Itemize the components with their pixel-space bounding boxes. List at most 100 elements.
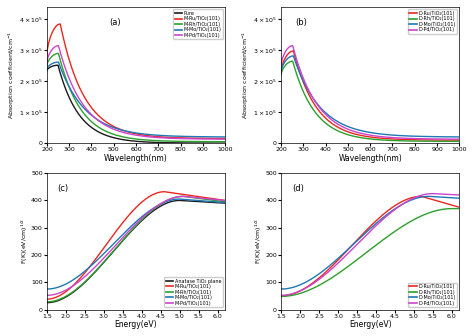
D-Ru/TiO₂(101) (387, 137, 392, 141)
Legend: Pure, M-Ru/TiO₂(101), M-Rh/TiO₂(101), M-Mo/TiO₂(101), M-Pd/TiO₂(101): Pure, M-Ru/TiO₂(101), M-Rh/TiO₂(101), M-… (173, 9, 223, 39)
M-Pd/TiO₂(101) (149, 208, 155, 212)
X-axis label: Wavelength(nm): Wavelength(nm) (338, 154, 402, 163)
D-Ru/TiO₂(101) (419, 194, 424, 198)
Pure (222, 141, 228, 145)
Line: M-Pd/TiO₂(101): M-Pd/TiO₂(101) (47, 196, 225, 295)
Legend: D-Ru/TiO₂(101), D-Rh/TiO₂(101), D-Mo/TiO₂(101), D-Pd/TiO₂(101): D-Ru/TiO₂(101), D-Rh/TiO₂(101), D-Mo/TiO… (408, 283, 457, 307)
D-Pd/TiO₂(101) (324, 271, 330, 275)
Line: D-Pd/TiO₂(101): D-Pd/TiO₂(101) (281, 46, 459, 139)
D-Ru/TiO₂(101) (414, 138, 419, 142)
M-Ru/TiO₂(101) (198, 136, 203, 140)
D-Pd/TiO₂(101) (432, 137, 438, 141)
D-Rh/TiO₂(101) (278, 73, 284, 77)
M-Mo/TiO₂(101) (198, 135, 203, 139)
Anatase TiO₂ plane (44, 301, 50, 305)
Line: M-Ru/TiO₂(101): M-Ru/TiO₂(101) (47, 24, 225, 138)
D-Rh/TiO₂(101) (324, 279, 330, 283)
M-Rh/TiO₂(101) (178, 195, 184, 199)
D-Rh/TiO₂(101) (449, 207, 455, 211)
Pure (158, 140, 164, 144)
D-Rh/TiO₂(101) (432, 139, 438, 143)
M-Ru/TiO₂(101) (57, 22, 63, 26)
D-Mo/TiO₂(101) (278, 287, 284, 291)
M-Pd/TiO₂(101) (55, 44, 61, 48)
M-Ru/TiO₂(101) (148, 134, 154, 138)
D-Mo/TiO₂(101) (392, 133, 398, 137)
M-Pd/TiO₂(101) (75, 280, 81, 284)
D-Pd/TiO₂(101) (290, 44, 295, 48)
M-Mo/TiO₂(101) (44, 287, 50, 291)
Pure (55, 63, 61, 67)
M-Pd/TiO₂(101) (44, 293, 50, 297)
D-Pd/TiO₂(101) (414, 137, 419, 141)
M-Mo/TiO₂(101) (44, 67, 50, 71)
Anatase TiO₂ plane (90, 272, 96, 277)
Line: D-Mo/TiO₂(101): D-Mo/TiO₂(101) (281, 56, 459, 137)
D-Mo/TiO₂(101) (310, 276, 316, 280)
X-axis label: Energy(eV): Energy(eV) (115, 320, 157, 329)
D-Rh/TiO₂(101) (383, 236, 389, 240)
Line: M-Rh/TiO₂(101): M-Rh/TiO₂(101) (47, 53, 225, 142)
M-Ru/TiO₂(101) (179, 192, 184, 196)
M-Pd/TiO₂(101) (125, 230, 130, 235)
D-Mo/TiO₂(101) (382, 132, 388, 136)
M-Ru/TiO₂(101) (180, 136, 185, 140)
M-Pd/TiO₂(101) (55, 44, 61, 48)
Y-axis label: F(K)(eV/cm)$^{1/2}$: F(K)(eV/cm)$^{1/2}$ (254, 218, 264, 264)
Line: M-Mo/TiO₂(101): M-Mo/TiO₂(101) (47, 199, 225, 289)
M-Ru/TiO₂(101) (90, 261, 96, 265)
Pure (180, 141, 185, 145)
M-Rh/TiO₂(101) (55, 51, 61, 55)
Line: Anatase TiO₂ plane: Anatase TiO₂ plane (47, 201, 225, 303)
M-Mo/TiO₂(101) (55, 60, 61, 64)
M-Rh/TiO₂(101) (90, 272, 96, 276)
M-Mo/TiO₂(101) (163, 200, 169, 204)
M-Pd/TiO₂(101) (90, 267, 96, 271)
M-Mo/TiO₂(101) (158, 133, 164, 137)
D-Ru/TiO₂(101) (432, 138, 438, 142)
D-Ru/TiO₂(101) (383, 210, 389, 214)
D-Rh/TiO₂(101) (397, 226, 403, 230)
D-Ru/TiO₂(101) (289, 49, 295, 53)
M-Pd/TiO₂(101) (178, 195, 184, 199)
Line: D-Pd/TiO₂(101): D-Pd/TiO₂(101) (281, 194, 459, 295)
M-Mo/TiO₂(101) (75, 274, 81, 278)
Pure (198, 141, 203, 145)
Line: Pure: Pure (47, 65, 225, 143)
M-Pd/TiO₂(101) (180, 194, 186, 198)
M-Rh/TiO₂(101) (55, 51, 61, 55)
M-Rh/TiO₂(101) (180, 139, 185, 143)
D-Pd/TiO₂(101) (392, 136, 398, 140)
Anatase TiO₂ plane (179, 199, 184, 203)
D-Pd/TiO₂(101) (456, 193, 462, 197)
Line: D-Rh/TiO₂(101): D-Rh/TiO₂(101) (281, 61, 459, 141)
M-Ru/TiO₂(101) (222, 136, 228, 140)
Pure (44, 69, 50, 73)
M-Mo/TiO₂(101) (148, 133, 154, 137)
D-Mo/TiO₂(101) (290, 54, 296, 58)
D-Pd/TiO₂(101) (289, 44, 295, 48)
M-Mo/TiO₂(101) (55, 60, 61, 64)
D-Pd/TiO₂(101) (382, 135, 388, 139)
Y-axis label: Absorption coefficient/cm$^{-1}$: Absorption coefficient/cm$^{-1}$ (7, 31, 17, 119)
X-axis label: Energy(eV): Energy(eV) (349, 320, 392, 329)
Pure (148, 140, 154, 144)
D-Mo/TiO₂(101) (383, 213, 389, 217)
D-Mo/TiO₂(101) (324, 266, 330, 270)
D-Ru/TiO₂(101) (310, 281, 316, 285)
M-Rh/TiO₂(101) (148, 138, 154, 142)
D-Mo/TiO₂(101) (359, 235, 365, 239)
D-Mo/TiO₂(101) (456, 196, 462, 200)
M-Pd/TiO₂(101) (163, 199, 169, 203)
X-axis label: Wavelength(nm): Wavelength(nm) (104, 154, 168, 163)
D-Rh/TiO₂(101) (310, 287, 316, 291)
M-Pd/TiO₂(101) (158, 136, 164, 140)
D-Ru/TiO₂(101) (382, 136, 388, 140)
M-Rh/TiO₂(101) (75, 286, 81, 290)
M-Mo/TiO₂(101) (180, 134, 185, 138)
D-Mo/TiO₂(101) (387, 133, 392, 137)
M-Rh/TiO₂(101) (198, 139, 203, 143)
D-Pd/TiO₂(101) (278, 64, 284, 68)
M-Ru/TiO₂(101) (164, 190, 169, 194)
M-Mo/TiO₂(101) (90, 262, 96, 266)
